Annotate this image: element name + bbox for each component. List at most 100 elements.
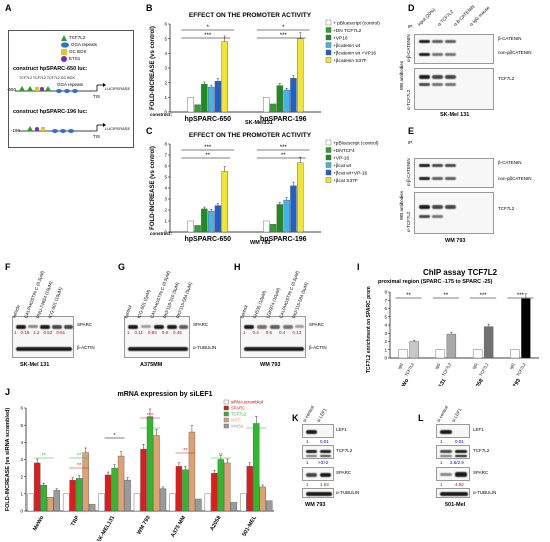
h-lane-1: FH535 (10μM) bbox=[252, 289, 267, 319]
legend-label: +DN TCF7L2 bbox=[333, 28, 362, 34]
y-tick-label: 4 bbox=[164, 186, 167, 191]
construct-650-title: construct hpSPARC-650 luc: bbox=[13, 66, 88, 72]
triangle-icon bbox=[61, 34, 67, 41]
panel-e-wb: WB antibodies bbox=[399, 190, 404, 220]
h-b2: β-ACTIN bbox=[309, 345, 327, 350]
y-tick-label: 5 bbox=[164, 36, 167, 41]
panel-f-blot bbox=[12, 316, 74, 358]
category-label: hpSPARC-650 bbox=[184, 236, 231, 243]
legend-gcbox: GC BOX bbox=[69, 49, 87, 54]
sig-label: *** bbox=[517, 293, 525, 299]
k-q2-0: 1 bbox=[306, 460, 309, 465]
y-tick-label: 6 bbox=[164, 22, 167, 27]
construct-650-elements: TCF7L2 TCF7L2 TCF7L2 GC BOX bbox=[19, 76, 75, 80]
y-tick-label: 3 bbox=[20, 457, 23, 462]
y-tick-label: 2 bbox=[164, 208, 167, 213]
sig-label: *** bbox=[147, 413, 154, 419]
sig-label: ** bbox=[406, 293, 411, 299]
bar bbox=[153, 435, 160, 512]
category-label: SK-MEL131 bbox=[96, 515, 116, 541]
panel-l-blot-1 bbox=[436, 424, 470, 438]
y-tick-label: 0 bbox=[20, 509, 23, 514]
panel-label-c: C bbox=[146, 126, 153, 136]
legend-tcf7l2: TCF7L2 bbox=[69, 35, 86, 40]
sig-label: ** bbox=[77, 453, 82, 459]
panel-d-blot-1 bbox=[414, 34, 494, 64]
bar bbox=[297, 38, 304, 113]
legend-swatch bbox=[325, 49, 332, 56]
panel-label-i: I bbox=[357, 262, 360, 272]
construct-650-end: -650 bbox=[7, 87, 17, 92]
panel-f-quant: 1 0.16 1.2 0.52 0.61 bbox=[14, 330, 65, 335]
y-axis-label: FOLD-INCREASE (vs siRNA scrambled) bbox=[5, 408, 11, 512]
panel-label-d: D bbox=[408, 3, 415, 13]
legend-swatch bbox=[325, 162, 332, 168]
panel-d-row2: α-TCF7L2 bbox=[406, 89, 411, 110]
circle-icon bbox=[61, 55, 67, 62]
bar bbox=[521, 298, 531, 359]
legend-label: MITF bbox=[231, 418, 241, 423]
sig-label: *** bbox=[280, 33, 288, 39]
l-q1-1: 0.01 bbox=[455, 439, 464, 444]
bar bbox=[111, 467, 118, 512]
legend-label: +βcatenin wt bbox=[333, 43, 361, 49]
legend-swatch bbox=[223, 399, 229, 405]
construct-196-diagram bbox=[19, 123, 106, 133]
category-label: A2058 bbox=[209, 515, 222, 532]
panel-d-blot-2 bbox=[414, 68, 494, 110]
panel-b-cellline: SK-Mel131 bbox=[245, 120, 273, 126]
g-quant-0: 1 bbox=[127, 330, 130, 335]
bar bbox=[27, 493, 34, 512]
legend-label: +βcat wt+VP-16 bbox=[333, 170, 368, 176]
k-q2-1: >3>2 bbox=[318, 460, 329, 465]
panel-e-row2: α-TCF7L2 bbox=[406, 211, 411, 232]
sig-label: *** bbox=[253, 423, 260, 429]
bar bbox=[221, 171, 228, 233]
panel-label-g: G bbox=[118, 262, 126, 272]
bar bbox=[240, 493, 247, 512]
y-tick-label: 4 bbox=[164, 51, 167, 56]
bar bbox=[187, 97, 194, 113]
chart-j: 0 1 2 3 4 5 6 MeWo TRP SK-MEL131 WM 793 A375 MM A205… bbox=[5, 399, 274, 541]
k-b2: TCF7L2 bbox=[336, 448, 353, 453]
panel-d-band2: non-pβCATENIN bbox=[498, 50, 532, 55]
bar bbox=[217, 459, 225, 512]
bar bbox=[182, 469, 189, 512]
bar bbox=[204, 493, 212, 512]
bar bbox=[266, 500, 273, 512]
sig-label: ** bbox=[281, 153, 286, 159]
y-tick-label: 8 bbox=[384, 290, 387, 295]
panel-d-band1: β-CATENIN bbox=[498, 36, 522, 41]
y-tick-label: 8 bbox=[164, 142, 167, 147]
k-q1-1: 0.01 bbox=[320, 439, 329, 444]
legend-swatch bbox=[325, 147, 332, 153]
series-tick-label: IgG bbox=[434, 362, 442, 370]
sig-label: ** bbox=[42, 453, 47, 459]
panel-l-blot-4 bbox=[436, 488, 470, 498]
h-quant-3: 0.4 bbox=[279, 330, 286, 335]
panel-b-construct-label: construct: bbox=[150, 112, 173, 117]
l-lane-1: si LEF1 bbox=[450, 407, 463, 423]
legend-swatch bbox=[325, 169, 332, 176]
g-quant-1: 0.11 bbox=[134, 330, 143, 335]
legend-label: +VP16 bbox=[333, 35, 348, 41]
panel-h-blot bbox=[240, 316, 306, 358]
bar bbox=[409, 341, 419, 359]
g-b2: α-TUBULIN bbox=[193, 345, 217, 350]
bar bbox=[214, 205, 222, 233]
panel-j-title: mRNA expression by siLEF1 bbox=[117, 391, 213, 398]
panel-l-blot-3 bbox=[436, 467, 470, 481]
construct-650-tis: TIS bbox=[93, 94, 101, 99]
legend-label: TCF7L2 bbox=[231, 412, 247, 417]
bar bbox=[259, 486, 266, 512]
legend-swatch bbox=[223, 417, 229, 423]
y-tick-label: 3 bbox=[384, 331, 387, 336]
series-tick-label: TCF7L2 bbox=[515, 361, 527, 377]
y-tick-label: 7 bbox=[384, 298, 387, 303]
panel-g-blot bbox=[124, 316, 190, 358]
bar bbox=[276, 204, 284, 233]
panel-d-band3: TCF7L2 bbox=[498, 76, 515, 81]
legend-swatch bbox=[223, 411, 229, 417]
sig-label: * bbox=[114, 433, 117, 439]
legend-label: +βcat S37F bbox=[333, 178, 358, 184]
